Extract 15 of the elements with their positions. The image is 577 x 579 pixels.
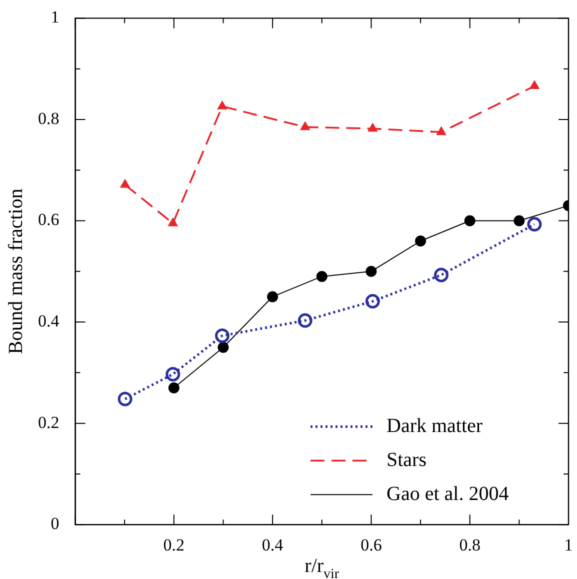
legend-label: Gao et al. 2004: [386, 482, 509, 505]
y-axis-title: Bound mass fraction: [5, 188, 27, 354]
legend-label: Dark matter: [386, 414, 483, 437]
y-tick-label: 0.4: [38, 312, 60, 331]
y-tick-label: 0.2: [38, 412, 60, 432]
y-tick-label: 1: [50, 8, 60, 27]
y-tick-label: 0: [50, 514, 60, 534]
legend-label: Stars: [386, 448, 427, 471]
x-tick-label: 1: [564, 535, 573, 554]
x-tick-label: 0.4: [262, 535, 284, 554]
x-tick-label: 0.6: [360, 535, 382, 554]
y-tick-label: 0.6: [38, 210, 60, 230]
x-tick-label: 0.2: [163, 535, 185, 554]
x-tick-label: 0.8: [459, 535, 480, 554]
y-tick-label: 0.8: [38, 108, 60, 128]
